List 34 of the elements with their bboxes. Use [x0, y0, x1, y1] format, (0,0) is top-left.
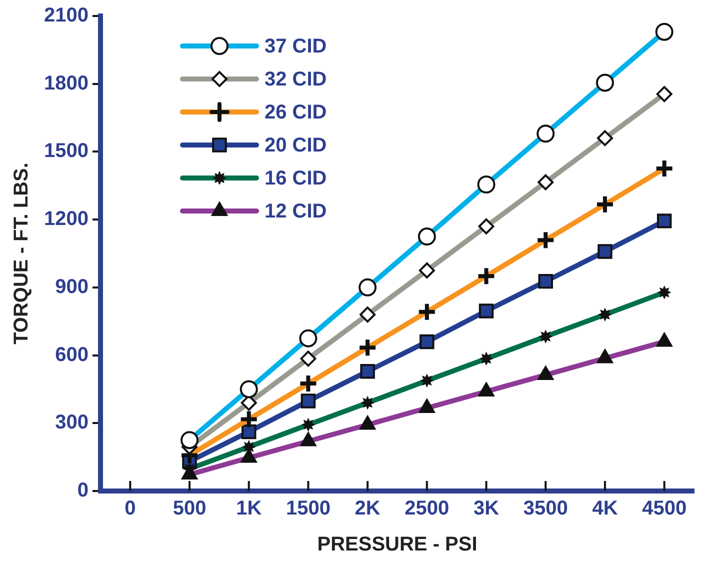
y-axis-title: TORQUE - FT. LBS. [10, 162, 33, 344]
x-tick-label: 1500 [286, 498, 330, 520]
legend-label: 16 CID [264, 168, 327, 190]
y-tick-label: 2100 [44, 4, 88, 27]
legend-label: 26 CID [264, 102, 327, 124]
legend-label: 37 CID [264, 36, 327, 58]
y-tick-label: 300 [55, 412, 88, 434]
point [242, 424, 256, 440]
x-tick-label: 0 [124, 498, 136, 520]
point [656, 214, 672, 228]
x-tick-label: 2500 [404, 498, 450, 520]
x-tick-label: 3500 [523, 498, 568, 520]
y-tick-label: 1800 [44, 72, 88, 94]
y-tick-label: 1500 [44, 140, 88, 162]
point [598, 244, 612, 259]
x-tick-label: 3K [473, 498, 500, 520]
point [538, 274, 553, 289]
y-tick-label: 900 [55, 276, 88, 298]
x-tick-label: 4K [592, 498, 618, 520]
point [478, 304, 494, 318]
point [300, 394, 316, 408]
x-tick-label: 2K [354, 498, 381, 520]
legend-label: 32 CID [264, 68, 327, 91]
x-axis-title: PRESSURE - PSI [317, 534, 478, 556]
x-tick-label: 1K [236, 498, 262, 520]
x-tick-label: 4500 [642, 498, 687, 520]
y-tick-label: 1200 [44, 208, 88, 230]
y-tick-label: 0 [77, 480, 88, 502]
legend-label: 20 CID [264, 134, 327, 157]
x-tick-label: 500 [172, 498, 206, 520]
point [360, 364, 375, 379]
y-tick-label: 600 [55, 344, 88, 366]
legend-label: 12 CID [264, 200, 327, 223]
point [420, 334, 434, 350]
